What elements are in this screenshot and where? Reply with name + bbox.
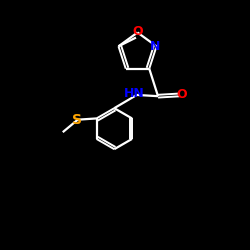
Text: N: N: [150, 40, 160, 53]
Text: S: S: [72, 113, 82, 127]
Text: HN: HN: [124, 87, 145, 100]
Text: O: O: [176, 88, 187, 102]
Text: O: O: [132, 25, 143, 38]
